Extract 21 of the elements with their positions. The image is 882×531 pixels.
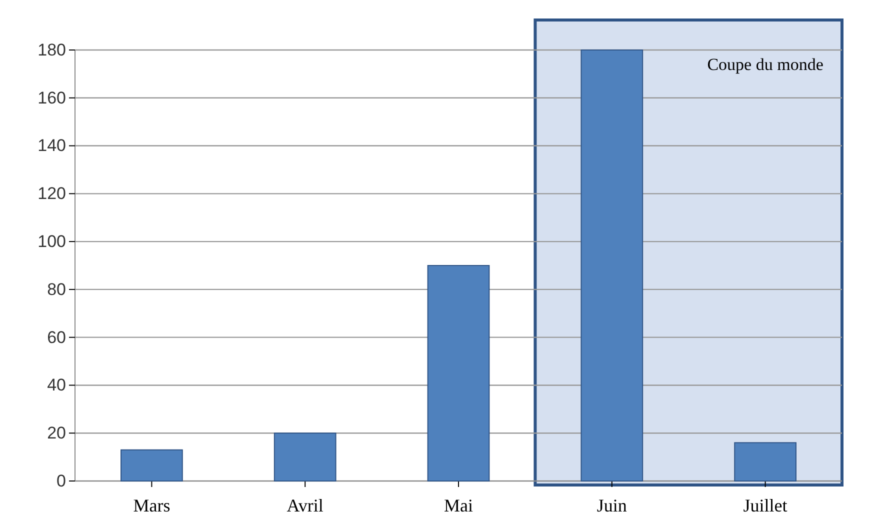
x-tick-label: Juin: [596, 496, 627, 516]
x-tick-label: Juillet: [743, 496, 788, 516]
x-tick-label: Mars: [133, 496, 170, 516]
y-tick-label: 160: [38, 88, 66, 108]
y-tick-label: 20: [47, 424, 66, 443]
bar: [120, 449, 183, 482]
y-tick-label: 180: [38, 40, 66, 60]
bar: [580, 50, 644, 482]
y-tick-label: 0: [56, 471, 66, 490]
bar: [734, 442, 796, 482]
y-tick-label: 100: [38, 232, 66, 251]
y-tick-label: 60: [47, 328, 66, 347]
x-tick-label: Avril: [286, 496, 324, 516]
bar: [274, 432, 336, 482]
bar: [427, 265, 490, 482]
band-label: Coupe du monde: [707, 55, 824, 74]
y-tick-label: 40: [47, 376, 66, 395]
y-tick-label: 120: [38, 184, 66, 204]
x-tick-label: Mai: [444, 496, 473, 516]
y-tick-label: 80: [47, 280, 66, 299]
y-tick-label: 140: [38, 136, 66, 156]
